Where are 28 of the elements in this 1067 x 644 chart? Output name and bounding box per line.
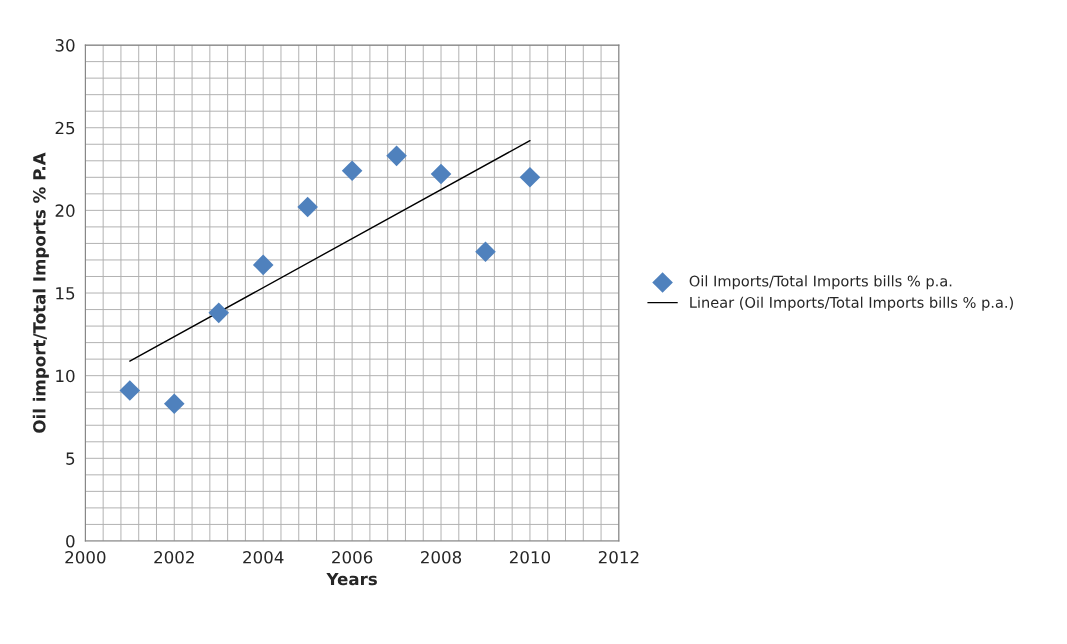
point	[519, 167, 541, 188]
point	[475, 241, 496, 262]
y-tick-label: 30	[55, 39, 75, 52]
point	[208, 302, 230, 324]
x-tick-label: 2002	[154, 550, 194, 564]
y-tick-label: 25	[55, 121, 75, 135]
y-tick-label: 5	[66, 452, 75, 465]
x-tick-label: 2006	[332, 550, 373, 564]
x-tick-label: 2004	[243, 550, 284, 564]
x-tick-label: 2008	[421, 550, 462, 564]
point	[386, 145, 407, 167]
x-tick-label: 2012	[598, 550, 639, 564]
y-tick-label: 0	[66, 534, 75, 548]
x-tick-label: 2000	[65, 550, 106, 564]
legend-label: Linear (Oil Imports/Total Imports bills % p.a.)	[690, 296, 1013, 311]
x-axis-title: Years	[326, 572, 377, 586]
point	[252, 254, 274, 276]
y-tick-label: 15	[56, 287, 75, 300]
y-tick-label: 20	[55, 204, 75, 217]
point	[341, 160, 363, 181]
point	[163, 393, 185, 415]
x-tick-label: 2010	[509, 550, 551, 564]
point	[297, 196, 318, 218]
y-tick-label: 10	[56, 369, 75, 383]
legend-label: Oil Imports/Total Imports bills % p.a.	[689, 275, 952, 290]
point	[119, 380, 141, 401]
y-axis-title: Oil import/Total Imports % P.A	[32, 152, 49, 433]
point	[430, 163, 452, 185]
